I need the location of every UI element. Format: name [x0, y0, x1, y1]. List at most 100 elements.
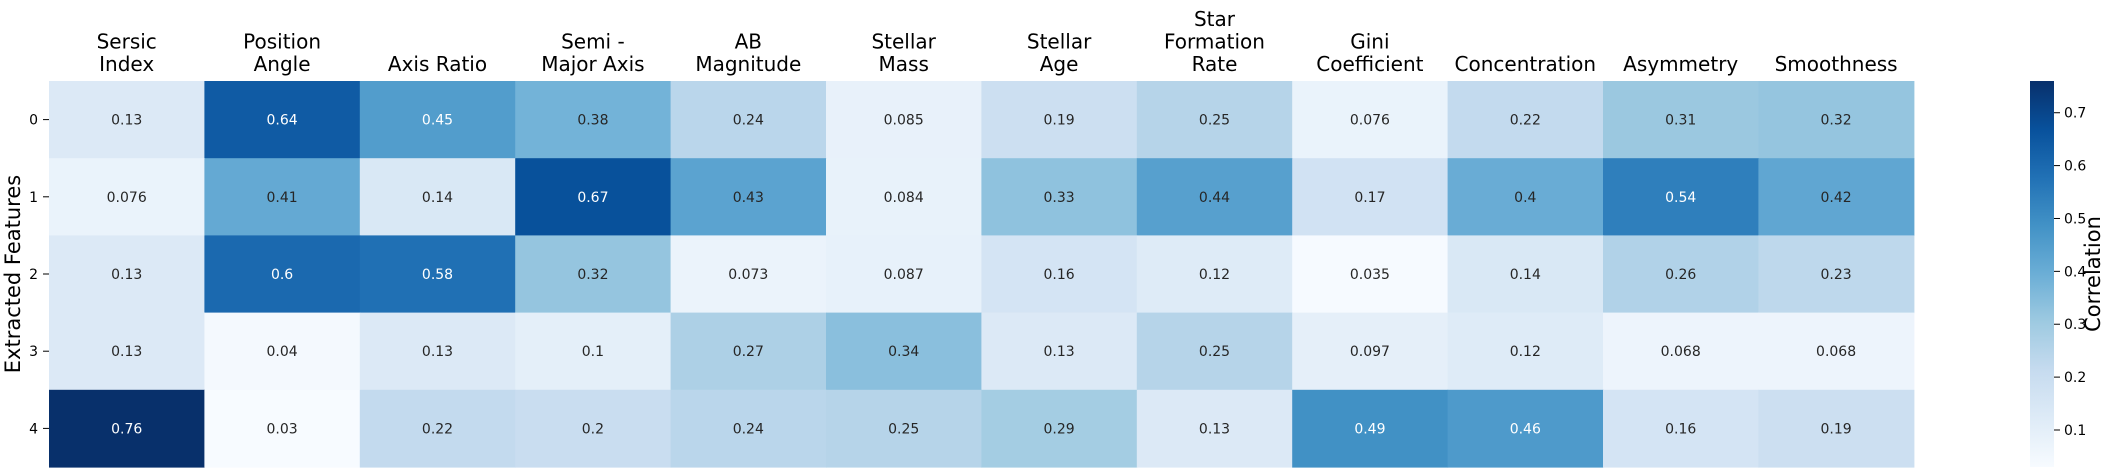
row-label: 2: [29, 267, 38, 283]
heatmap-cell: [1136, 235, 1293, 314]
column-label: Sersic Index: [97, 30, 157, 77]
heatmap-cells: [49, 81, 1915, 468]
heatmap-cell: [1136, 158, 1293, 236]
heatmap-cell: [1758, 235, 1915, 314]
row-label: 4: [29, 421, 38, 437]
cell-value-label: 0.24: [733, 113, 764, 129]
heatmap-cell: [204, 235, 361, 314]
cell-value-label: 0.76: [111, 421, 142, 437]
cell-value-label: 0.16: [1044, 267, 1075, 283]
cell-value-label: 0.085: [884, 113, 924, 129]
column-label: Asymmetry: [1623, 52, 1738, 76]
cell-value-label: 0.22: [422, 421, 453, 437]
colorbar-tick-label: 0.6: [2064, 159, 2086, 175]
cell-value-label: 0.41: [267, 190, 298, 206]
heatmap-cell: [49, 235, 205, 314]
cell-value-label: 0.19: [1821, 421, 1852, 437]
cell-value-label: 0.13: [111, 113, 142, 129]
cell-value-label: 0.03: [267, 421, 298, 437]
heatmap-cell: [1758, 81, 1915, 159]
cell-value-label: 0.25: [888, 421, 919, 437]
column-labels: Sersic Index Position Angle Axis Ratio Semi -…: [97, 7, 1898, 76]
cell-value-label: 0.087: [884, 267, 924, 283]
heatmap-cell: [1447, 389, 1604, 468]
heatmap-cell: [1292, 389, 1449, 468]
heatmap-cell: [359, 235, 516, 314]
column-label: Stellar Age: [1027, 30, 1092, 77]
cell-value-label: 0.33: [1044, 190, 1075, 206]
cell-value-label: 0.25: [1199, 344, 1230, 360]
heatmap-cell: [1447, 81, 1604, 159]
cell-value-label: 0.068: [1661, 344, 1701, 360]
column-label: Stellar Mass: [871, 30, 936, 77]
colorbar-tick-label: 0.3: [2064, 317, 2086, 333]
heatmap-cell: [826, 235, 982, 314]
cell-value-label: 0.12: [1510, 344, 1541, 360]
colorbar-tick-label: 0.2: [2064, 370, 2086, 386]
heatmap-cell: [515, 312, 672, 391]
heatmap-cell: [670, 312, 827, 391]
heatmap-cell: [204, 389, 361, 468]
heatmap-cell: [1758, 389, 1915, 468]
row-labels: 0 1 2 3 4: [29, 113, 49, 437]
cell-value-label: 0.12: [1199, 267, 1230, 283]
cell-value-label: 0.13: [111, 267, 142, 283]
colorbar-tick-label: 0.5: [2064, 211, 2086, 227]
cell-value-label: 0.58: [422, 267, 453, 283]
cell-value-label: 0.13: [111, 344, 142, 360]
colorbar-gradient: [2030, 81, 2054, 467]
cell-value-label: 0.1: [582, 344, 604, 360]
column-label: Gini Coefficient: [1316, 30, 1423, 77]
heatmap-cell: [204, 81, 361, 159]
heatmap-cell: [1292, 81, 1449, 159]
row-label: 1: [29, 190, 38, 206]
heatmap-cell: [1603, 312, 1759, 391]
heatmap-cell: [515, 389, 672, 468]
heatmap-cell: [1136, 81, 1293, 159]
cell-value-label: 0.42: [1821, 190, 1852, 206]
colorbar: 0.1 0.2 0.3 0.4 0.5 0.6 0.7 Correlation: [2030, 81, 2105, 467]
column-label: Star Formation Rate: [1164, 7, 1265, 76]
cell-value-label: 0.035: [1350, 267, 1390, 283]
heatmap-cell: [826, 158, 982, 236]
cell-value-label: 0.23: [1821, 267, 1852, 283]
cell-value-label: 0.22: [1510, 113, 1541, 129]
heatmap-cell: [1758, 158, 1915, 236]
heatmap-cell: [1603, 389, 1759, 468]
cell-value-label: 0.4: [1514, 190, 1536, 206]
cell-value-label: 0.14: [1510, 267, 1541, 283]
heatmap-cell: [1603, 235, 1759, 314]
heatmap-cell: [826, 389, 982, 468]
heatmap-cell: [670, 235, 827, 314]
heatmap-cell: [204, 158, 361, 236]
cell-value-label: 0.084: [884, 190, 924, 206]
cell-value-label: 0.27: [733, 344, 764, 360]
heatmap-cell: [1603, 158, 1759, 236]
cell-value-label: 0.32: [577, 267, 608, 283]
heatmap-cell: [670, 158, 827, 236]
cell-value-label: 0.67: [577, 190, 608, 206]
heatmap-cell: [359, 158, 516, 236]
column-label: Axis Ratio: [388, 52, 487, 76]
cell-value-label: 0.49: [1354, 421, 1385, 437]
cell-value-label: 0.19: [1044, 113, 1075, 129]
cell-value-label: 0.14: [422, 190, 453, 206]
cell-value-label: 0.29: [1044, 421, 1075, 437]
heatmap-cell: [515, 158, 672, 236]
cell-value-label: 0.43: [733, 190, 764, 206]
colorbar-label: Correlation: [2081, 216, 2105, 332]
heatmap-cell: [1136, 389, 1293, 468]
y-axis-label: Extracted Features: [1, 175, 25, 373]
cell-value-label: 0.04: [267, 344, 298, 360]
cell-value-label: 0.54: [1665, 190, 1696, 206]
heatmap-cell: [359, 81, 516, 159]
heatmap-cell: [1758, 312, 1915, 391]
cell-value-label: 0.32: [1821, 113, 1852, 129]
cell-value-label: 0.068: [1816, 344, 1856, 360]
cell-value-label: 0.17: [1354, 190, 1385, 206]
cell-value-label: 0.097: [1350, 344, 1390, 360]
heatmap-cell: [1447, 235, 1604, 314]
heatmap-cell: [359, 389, 516, 468]
cell-value-label: 0.44: [1199, 190, 1230, 206]
cell-value-label: 0.073: [728, 267, 768, 283]
